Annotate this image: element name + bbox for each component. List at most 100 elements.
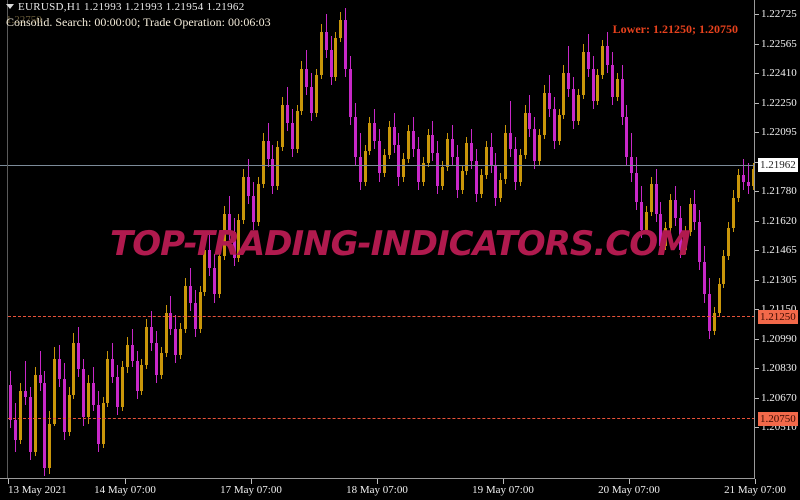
candle-body [29, 397, 32, 452]
lower-levels-annotation: Lower: 1.21250; 1.20750 [612, 22, 738, 36]
symbol-ohlc-text: EURUSD,H1 1.21993 1.21993 1.21954 1.2196… [18, 1, 245, 13]
candle-body [252, 195, 255, 222]
candle-body [650, 183, 653, 212]
candle-body [310, 86, 313, 113]
chevron-down-icon[interactable] [6, 3, 14, 9]
candle-wick [743, 159, 744, 190]
indicator-status-line: Consolid. Search: 00:00:00; Trade Operat… [6, 15, 271, 29]
candle-body [97, 405, 100, 444]
price-tick [755, 309, 759, 310]
candle-body [334, 38, 337, 77]
candle-body [223, 213, 226, 257]
price-plot-area[interactable] [8, 0, 755, 478]
candle-body [533, 129, 536, 162]
candle-wick [568, 46, 569, 97]
candle-body [82, 369, 85, 418]
candle-body [582, 52, 585, 95]
candle-body [684, 231, 687, 251]
candle-body [72, 342, 75, 396]
time-tick-label: 14 May 07:00 [94, 484, 156, 496]
candle-body [14, 419, 17, 440]
candle-body [199, 292, 202, 329]
candle-body [606, 46, 609, 65]
price-tick [755, 44, 759, 45]
price-tick [755, 221, 759, 222]
left-axis-line [7, 0, 8, 478]
candle-body [116, 377, 119, 408]
candle-body [373, 123, 376, 142]
candle-body [480, 175, 483, 194]
candle-body [39, 375, 42, 384]
time-tick-label: 20 May 07:00 [598, 484, 660, 496]
candle-wick [40, 350, 41, 392]
candle-body [189, 286, 192, 303]
price-tick-label: 1.21780 [761, 185, 797, 197]
candle-body [267, 141, 270, 160]
candle-body [451, 139, 454, 158]
candle-body [165, 312, 168, 353]
candle-body [24, 391, 27, 398]
upper-consolidation-line [8, 316, 755, 317]
candle-wick [631, 133, 632, 182]
time-tick [503, 479, 504, 484]
time-tick [8, 479, 9, 484]
candle-body [388, 127, 391, 156]
candle-body [145, 326, 148, 366]
candle-body [567, 72, 570, 89]
time-axis[interactable]: 13 May 2021 14 May 07:00 17 May 07:00 18 Ma… [0, 479, 800, 500]
candle-body [68, 395, 71, 432]
candle-body [412, 131, 415, 150]
candle-body [77, 342, 80, 370]
candle-body [742, 175, 745, 182]
candle-body [140, 365, 143, 392]
candle-body [509, 133, 512, 150]
candle-body [732, 197, 735, 228]
candle-body [693, 203, 696, 222]
price-tick [755, 398, 759, 399]
candle-body [698, 221, 701, 263]
price-tick [755, 73, 759, 74]
candle-body [9, 385, 12, 420]
level-price-tag: 1.21250 [758, 310, 798, 324]
candle-body [422, 163, 425, 182]
candle-body [179, 328, 182, 355]
candle-body [592, 68, 595, 101]
candle-body [640, 201, 643, 230]
candle-body [364, 151, 367, 182]
price-axis[interactable]: 1.22725 1.22565 1.22410 1.22250 1.22095 1.219… [755, 0, 800, 478]
candle-body [53, 359, 56, 424]
candle-body [558, 114, 561, 142]
price-tick [755, 162, 759, 163]
right-axis-line [754, 0, 755, 478]
candle-body [296, 110, 299, 150]
price-tick-label: 1.22565 [761, 38, 797, 50]
candle-body [184, 286, 187, 329]
price-tick-label: 1.20670 [761, 392, 797, 404]
price-tick-label: 1.22250 [761, 97, 797, 109]
candle-body [465, 143, 468, 172]
candle-body [436, 153, 439, 186]
candle-body [330, 50, 333, 77]
price-tick [755, 103, 759, 104]
candle-body [543, 92, 546, 136]
candle-body [752, 169, 755, 186]
candle-body [708, 294, 711, 331]
candle-body [106, 359, 109, 404]
candle-body [727, 227, 730, 257]
candle-body [402, 159, 405, 178]
candle-body [601, 46, 604, 75]
candle-body [475, 161, 478, 194]
watermark: TOP-TRADING-INDICATORS.COM [110, 224, 691, 264]
time-tick [251, 479, 252, 484]
time-tick-label: 21 May 07:00 [724, 484, 786, 496]
candle-body [169, 312, 172, 329]
price-tick-label: 1.22410 [761, 67, 797, 79]
candle-body [228, 213, 231, 232]
candle-body [504, 133, 507, 180]
candle-body [320, 32, 323, 75]
candle-body [19, 391, 22, 440]
price-tick [755, 250, 759, 251]
price-tick-label: 1.22725 [761, 8, 797, 20]
candle-body [208, 250, 211, 269]
